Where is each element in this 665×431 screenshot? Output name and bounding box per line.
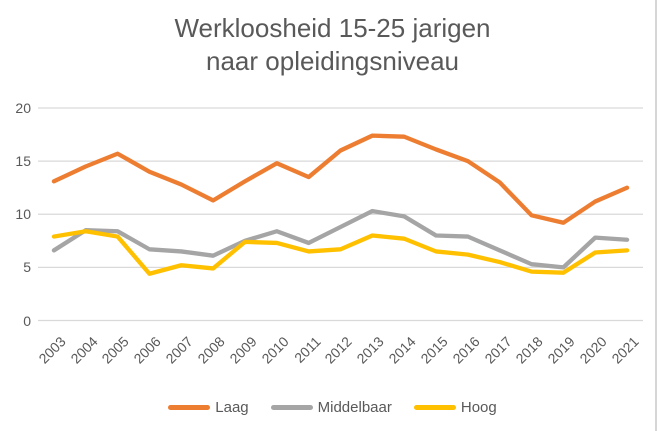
legend-item-laag[interactable]: Laag xyxy=(168,398,249,416)
legend-marker-middelbaar xyxy=(270,404,313,410)
y-tick-label-5: 5 xyxy=(23,259,31,276)
chart-title-line-1: Werkloosheid 15-25 jarigen xyxy=(174,13,491,43)
series-line-hoog[interactable] xyxy=(51,229,630,276)
chart-title: Werkloosheid 15-25 jarigen naar opleidin… xyxy=(0,12,665,78)
series-line-laag[interactable] xyxy=(51,133,630,225)
legend-item-middelbaar[interactable]: Middelbaar xyxy=(270,398,392,416)
legend-item-hoog[interactable]: Hoog xyxy=(413,398,497,416)
y-tick-label-0: 0 xyxy=(23,312,31,329)
y-tick-label-15: 15 xyxy=(15,153,31,170)
legend: Laag Middelbaar Hoog xyxy=(0,394,665,420)
legend-marker-hoog xyxy=(413,404,456,410)
legend-marker-laag xyxy=(168,404,211,410)
legend-label-laag: Laag xyxy=(215,398,249,416)
legend-label-middelbaar: Middelbaar xyxy=(317,398,392,416)
y-tick-label-20: 20 xyxy=(15,100,31,116)
series-line-middelbaar[interactable] xyxy=(51,208,630,270)
chart-title-line-2: naar opleidingsniveau xyxy=(206,46,459,76)
legend-label-hoog: Hoog xyxy=(460,398,497,416)
y-tick-label-10: 10 xyxy=(15,206,31,223)
window-right-border xyxy=(655,0,657,431)
